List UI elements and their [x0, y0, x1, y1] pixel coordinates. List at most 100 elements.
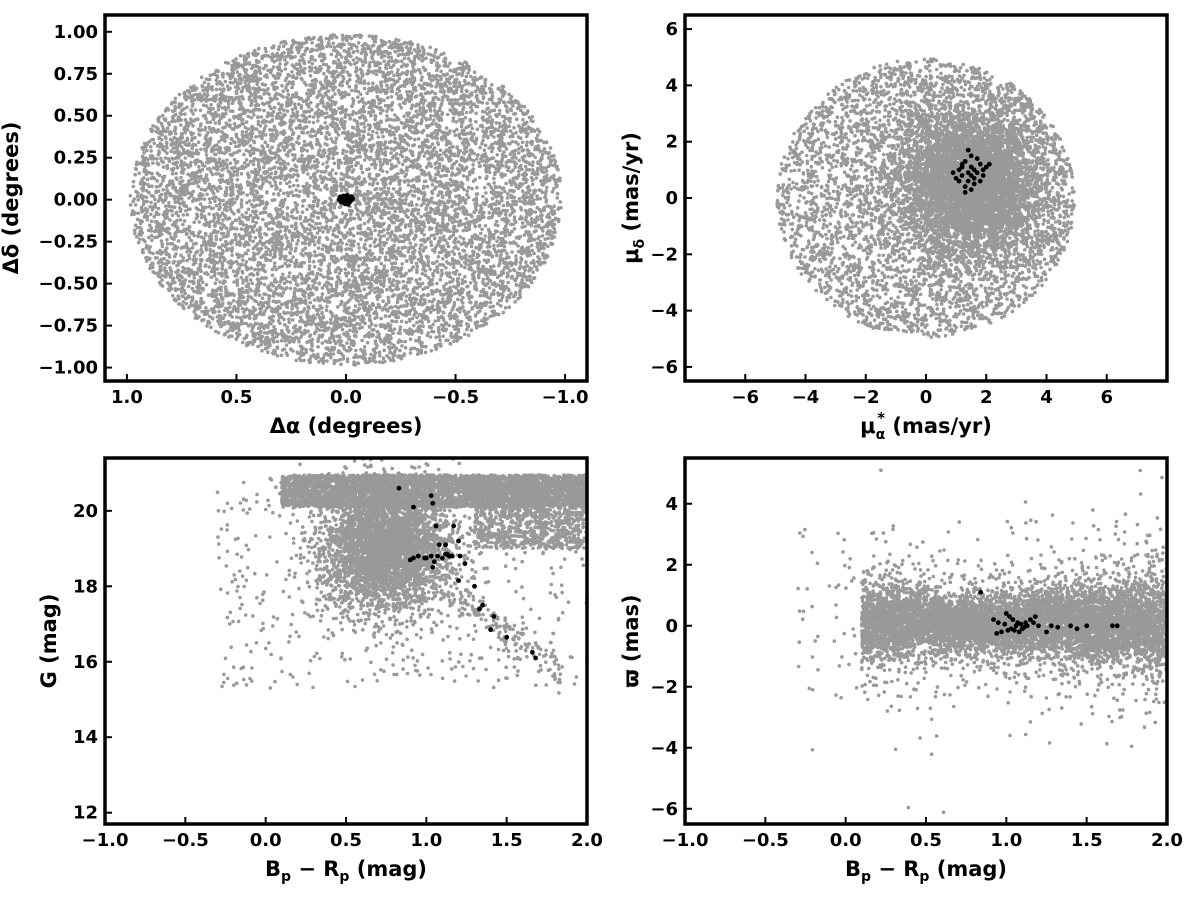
member-star — [1055, 624, 1061, 630]
x-tick-label: −0.5 — [742, 830, 789, 851]
member-star — [977, 178, 983, 184]
x-tick-label: 0.5 — [221, 387, 253, 408]
member-star — [1110, 623, 1115, 629]
member-star — [488, 627, 493, 633]
y-tick-label: −6 — [650, 799, 678, 820]
member-star — [980, 167, 986, 173]
x-tick-label: 1.5 — [491, 830, 523, 851]
y-tick-label: −0.75 — [39, 316, 99, 337]
member-star — [491, 614, 497, 619]
member-star — [974, 170, 980, 176]
member-star — [430, 565, 436, 570]
y-tick-label: −6 — [650, 357, 678, 378]
y-axis-label-main: μ — [619, 248, 643, 263]
y-axis-label: Δδ (degrees) — [0, 122, 23, 275]
member-star — [1114, 623, 1120, 629]
y-tick-label: 0.50 — [54, 106, 98, 127]
x-tick-label: −0.5 — [162, 830, 209, 851]
member-star — [950, 170, 956, 176]
member-star — [436, 542, 442, 548]
member-star — [959, 164, 965, 170]
member-star — [345, 202, 351, 207]
member-star — [504, 634, 510, 640]
y-tick-label: −2 — [650, 244, 678, 265]
x-tick-label: −6 — [731, 387, 759, 408]
x-axis-label-sub: α — [876, 427, 886, 443]
member-star — [962, 184, 968, 190]
x-tick-label: 0.0 — [830, 830, 862, 851]
member-star — [435, 553, 440, 559]
member-star — [533, 655, 538, 661]
member-stars — [337, 193, 355, 207]
member-star — [956, 167, 962, 173]
y-ticks: 6 4 2 0 −2 −4 −6 — [650, 19, 692, 378]
member-star — [444, 551, 450, 557]
member-star — [1007, 614, 1012, 619]
x-axis-label-sub1: p — [861, 869, 871, 885]
member-star — [959, 173, 965, 178]
member-star — [432, 559, 437, 565]
member-star — [953, 175, 959, 181]
y-tick-label: 4 — [665, 75, 678, 96]
member-star — [965, 170, 971, 176]
y-tick-label: 18 — [73, 576, 98, 597]
y-tick-label: 20 — [73, 501, 98, 522]
x-ticks: −1.0 −0.5 0.0 0.5 1.0 1.5 2.0 — [662, 817, 1183, 851]
member-star — [1031, 620, 1036, 626]
member-star — [1021, 624, 1027, 630]
member-star — [971, 175, 977, 181]
member-star — [962, 159, 968, 164]
member-star — [422, 555, 428, 561]
y-tick-label: 0.75 — [54, 64, 98, 85]
x-tick-label: −0.5 — [432, 387, 479, 408]
x-tick-label: 0.0 — [250, 830, 282, 851]
member-star — [968, 187, 974, 193]
member-star — [415, 553, 421, 559]
y-tick-label: 2 — [665, 132, 678, 153]
x-tick-label: 1.0 — [410, 830, 442, 851]
y-tick-label: 2 — [665, 555, 678, 576]
member-stars — [978, 589, 1120, 636]
y-tick-label: 0 — [665, 616, 678, 637]
x-tick-label: −4 — [792, 387, 820, 408]
x-tick-label: −1.0 — [542, 387, 589, 408]
member-star — [980, 173, 986, 178]
y-ticks: 20 18 16 14 12 — [73, 501, 112, 824]
member-star — [962, 190, 968, 195]
member-star — [1010, 617, 1016, 622]
x-axis-label-b: B — [845, 857, 861, 881]
member-star — [994, 631, 1000, 636]
member-star — [340, 197, 345, 203]
y-tick-label: −4 — [650, 301, 678, 322]
member-star — [1084, 623, 1090, 629]
y-tick-label: 16 — [73, 652, 98, 673]
x-tick-label: 1.5 — [1071, 830, 1103, 851]
member-star — [968, 173, 974, 178]
x-tick-label: 2.0 — [571, 830, 603, 851]
member-star — [449, 553, 455, 559]
member-star — [1018, 621, 1024, 627]
member-star — [472, 583, 477, 589]
member-star — [1016, 629, 1022, 635]
x-ticks: −6 −4 −2 0 2 4 6 — [731, 374, 1113, 408]
x-axis-label-sup: * — [877, 409, 885, 427]
member-star — [430, 500, 436, 506]
member-star — [344, 196, 349, 202]
member-star — [965, 147, 971, 153]
x-axis-label-main: μ — [860, 414, 875, 438]
x-axis-label-unit: (mag) — [929, 857, 1007, 881]
y-tick-label: −0.50 — [39, 274, 99, 295]
member-star — [968, 153, 974, 159]
x-axis-label: Bp − Rp (mag) — [845, 857, 1007, 885]
x-axis-label-unit: (mag) — [349, 857, 427, 881]
member-star — [428, 553, 434, 559]
y-tick-label: 0.00 — [54, 190, 98, 211]
x-tick-label: −1.0 — [82, 830, 129, 851]
y-axis-label: μδ (mas/yr) — [619, 132, 648, 264]
plot-frame — [683, 13, 1169, 383]
member-star — [1005, 627, 1011, 633]
x-axis-label: μα* (mas/yr) — [860, 409, 992, 443]
y-ticks: 1.00 0.75 0.50 0.25 0.00 −0.25 −0.50 −0.75 −1.00 — [39, 22, 112, 379]
member-star — [983, 164, 989, 170]
